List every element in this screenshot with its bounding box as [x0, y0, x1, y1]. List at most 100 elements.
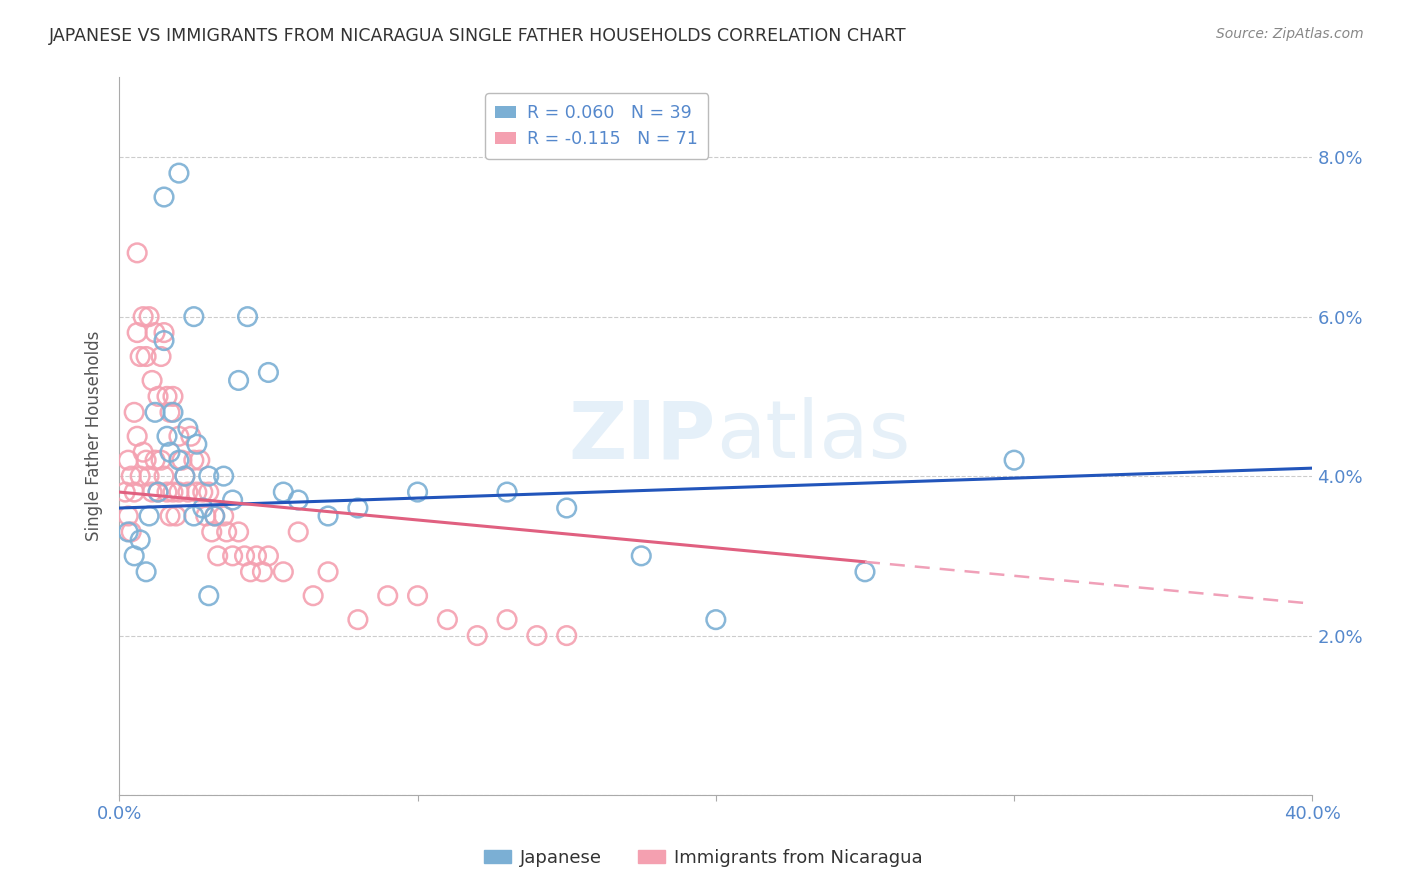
Point: [162, 389, 184, 403]
Point: [138, 310, 160, 324]
Point: [143, 326, 166, 340]
Y-axis label: Single Father Households: Single Father Households: [86, 331, 103, 541]
Point: [221, 549, 243, 563]
Point: [436, 613, 458, 627]
Legend: Japanese, Immigrants from Nicaragua: Japanese, Immigrants from Nicaragua: [477, 842, 929, 874]
Point: [167, 166, 190, 180]
Point: [135, 565, 157, 579]
Point: [156, 429, 179, 443]
Point: [555, 629, 578, 643]
Point: [496, 485, 519, 500]
Point: [146, 389, 169, 403]
Point: [153, 326, 176, 340]
Point: [170, 453, 193, 467]
Point: [156, 389, 179, 403]
Point: [239, 565, 262, 579]
Point: [122, 485, 145, 500]
Point: [153, 190, 176, 204]
Point: [287, 493, 309, 508]
Point: [135, 453, 157, 467]
Point: [204, 508, 226, 523]
Point: [129, 533, 152, 547]
Point: [207, 549, 229, 563]
Point: [188, 453, 211, 467]
Point: [555, 501, 578, 516]
Point: [127, 326, 149, 340]
Point: [221, 493, 243, 508]
Text: JAPANESE VS IMMIGRANTS FROM NICARAGUA SINGLE FATHER HOUSEHOLDS CORRELATION CHART: JAPANESE VS IMMIGRANTS FROM NICARAGUA SI…: [49, 27, 907, 45]
Text: Source: ZipAtlas.com: Source: ZipAtlas.com: [1216, 27, 1364, 41]
Point: [204, 508, 226, 523]
Point: [122, 405, 145, 419]
Point: [122, 549, 145, 563]
Point: [228, 524, 250, 539]
Point: [257, 549, 280, 563]
Point: [183, 508, 205, 523]
Point: [150, 350, 173, 364]
Point: [153, 334, 176, 348]
Point: [135, 350, 157, 364]
Point: [853, 565, 876, 579]
Point: [183, 453, 205, 467]
Point: [630, 549, 652, 563]
Point: [159, 508, 181, 523]
Point: [138, 508, 160, 523]
Point: [197, 589, 219, 603]
Point: [347, 613, 370, 627]
Point: [177, 485, 200, 500]
Point: [197, 485, 219, 500]
Point: [496, 613, 519, 627]
Point: [174, 469, 197, 483]
Point: [406, 589, 429, 603]
Point: [117, 508, 139, 523]
Legend: R = 0.060   N = 39, R = -0.115   N = 71: R = 0.060 N = 39, R = -0.115 N = 71: [485, 94, 709, 159]
Point: [191, 501, 214, 516]
Point: [406, 485, 429, 500]
Point: [143, 405, 166, 419]
Point: [201, 524, 224, 539]
Point: [146, 485, 169, 500]
Point: [146, 485, 169, 500]
Point: [273, 485, 295, 500]
Point: [159, 405, 181, 419]
Point: [165, 508, 187, 523]
Point: [273, 565, 295, 579]
Point: [132, 445, 155, 459]
Point: [150, 453, 173, 467]
Point: [191, 485, 214, 500]
Text: ZIP: ZIP: [568, 397, 716, 475]
Point: [167, 429, 190, 443]
Point: [316, 508, 339, 523]
Point: [194, 508, 217, 523]
Point: [526, 629, 548, 643]
Point: [138, 469, 160, 483]
Point: [143, 453, 166, 467]
Point: [245, 549, 267, 563]
Point: [186, 437, 208, 451]
Point: [127, 429, 149, 443]
Point: [132, 310, 155, 324]
Point: [347, 501, 370, 516]
Point: [316, 565, 339, 579]
Point: [177, 421, 200, 435]
Point: [302, 589, 325, 603]
Point: [186, 485, 208, 500]
Point: [704, 613, 727, 627]
Point: [228, 373, 250, 387]
Point: [159, 445, 181, 459]
Point: [167, 485, 190, 500]
Point: [1002, 453, 1025, 467]
Point: [129, 469, 152, 483]
Point: [174, 469, 197, 483]
Point: [215, 524, 238, 539]
Point: [162, 485, 184, 500]
Point: [212, 469, 235, 483]
Point: [141, 485, 163, 500]
Point: [117, 453, 139, 467]
Point: [153, 469, 176, 483]
Point: [377, 589, 399, 603]
Point: [287, 524, 309, 539]
Point: [180, 429, 202, 443]
Point: [114, 485, 136, 500]
Point: [257, 366, 280, 380]
